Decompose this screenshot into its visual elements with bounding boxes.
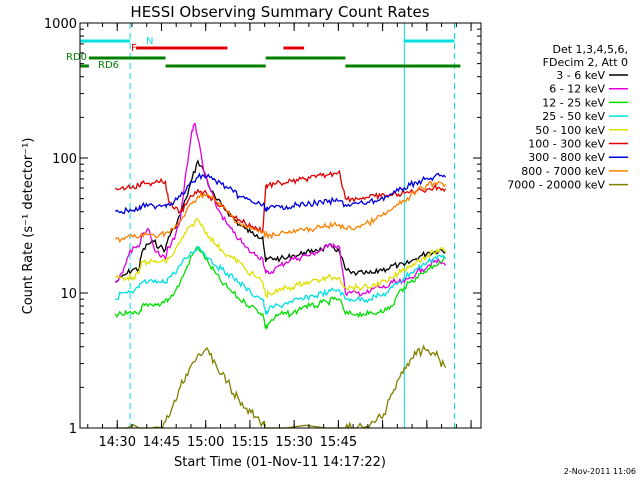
series-line [115, 344, 447, 430]
y-tick-label: 1000 [44, 17, 77, 32]
x-tick-label: 15:15 [231, 435, 268, 450]
y-tick-label: 10 [60, 287, 77, 302]
legend-header-line: Det 1,3,4,5,6, [552, 43, 628, 56]
legend-entry-label: 25 - 50 keV [542, 110, 605, 123]
legend-entry-label: 6 - 12 keV [549, 83, 605, 96]
y-axis-title: Count Rate (s⁻¹ detector⁻¹) [21, 138, 36, 315]
legend-entry-label: 800 - 7000 keV [521, 165, 605, 178]
flag-label: F [131, 43, 137, 54]
series-line [115, 122, 447, 297]
series-line [114, 159, 446, 283]
plot-area: NF RD0 RD6 [66, 23, 461, 430]
flag-label: RD6 [98, 60, 119, 71]
x-tick-label: 14:30 [99, 435, 136, 450]
y-tick-label: 100 [52, 152, 77, 167]
axes: 1 10 100 1000 14:30 14:45 15:00 15:15 15:30 15:45 [44, 17, 481, 450]
plot-timestamp: 2-Nov-2011 11:06 [564, 467, 636, 476]
series-line [114, 180, 447, 244]
series-line [114, 218, 447, 299]
legend-entry-label: 3 - 6 keV [556, 69, 605, 82]
series-line [115, 245, 446, 316]
flag-label: N [146, 36, 153, 47]
legend-entry-label: 100 - 300 keV [528, 138, 605, 151]
y-tick-label: 1 [69, 422, 77, 437]
chart-title: HESSI Observing Summary Count Rates [130, 3, 429, 21]
legend-header-line: FDecim 2, Att 0 [543, 56, 628, 69]
x-tick-label: 15:45 [320, 435, 357, 450]
legend: Det 1,3,4,5,6, FDecim 2, Att 0 3 - 6 keV… [507, 43, 628, 192]
x-tick-label: 15:00 [187, 435, 224, 450]
legend-entry-label: 12 - 25 keV [542, 96, 605, 109]
x-axis-title: Start Time (01-Nov-11 14:17:22) [174, 455, 386, 470]
x-tick-label: 14:45 [143, 435, 180, 450]
plot-frame [79, 22, 482, 429]
series-line [114, 245, 447, 331]
flag-label: RD0 [66, 52, 87, 63]
legend-entry-label: 7000 - 20000 keV [507, 179, 605, 192]
series-line [114, 172, 447, 215]
legend-entry-label: 50 - 100 keV [535, 124, 605, 137]
legend-entry-label: 300 - 800 keV [528, 151, 605, 164]
x-tick-label: 15:30 [275, 435, 312, 450]
